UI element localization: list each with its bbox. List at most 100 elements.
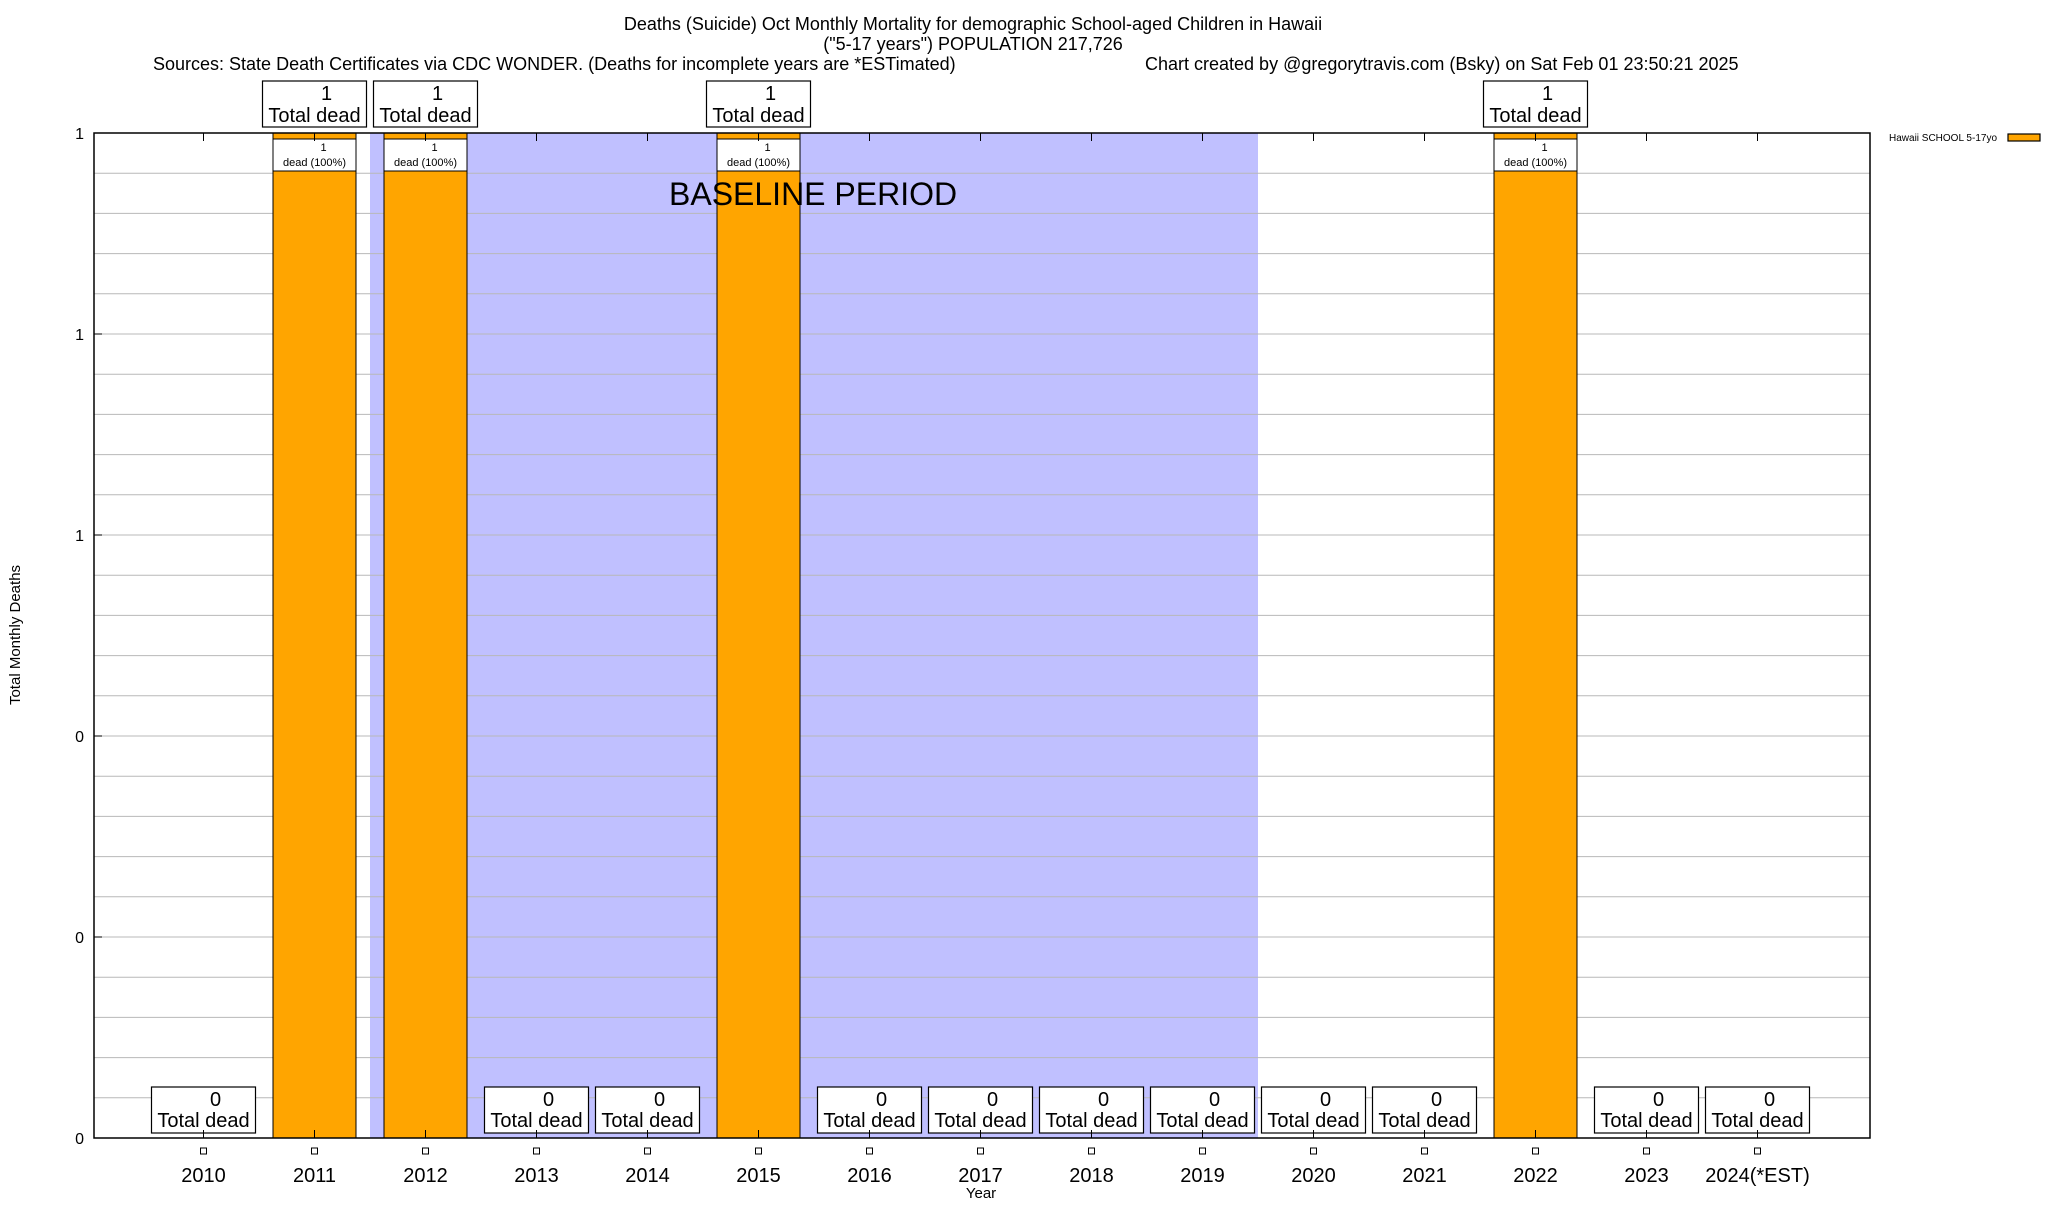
legend: Hawaii SCHOOL 5-17yo [1889,133,2041,144]
x-marker [977,1147,984,1155]
legend-label: Hawaii SCHOOL 5-17yo [1889,133,1997,144]
y-axis-label: Total Monthly Deaths [7,565,24,705]
total-label-text: Total dead [712,105,804,127]
x-tick-label: 2010 [181,1165,226,1187]
total-label-box [483,1086,590,1134]
x-marker [1310,1147,1317,1155]
x-marker [1532,1147,1539,1155]
bar-inner-label-text: dead (100%) [394,157,457,169]
total-label-text: Total dead [490,1110,582,1132]
total-label-text: Total dead [157,1110,249,1132]
bar-inner-label-value: 1 [1541,142,1547,154]
chart-subtitle: ("5-17 years") POPULATION 217,726 [823,34,1123,54]
total-label-value: 0 [1764,1089,1775,1111]
x-marker [1754,1147,1761,1155]
baseline-shading [370,133,1258,1138]
bar-inner-label-text: dead (100%) [283,157,346,169]
total-label-value: 0 [1209,1089,1220,1111]
bar-inner-label-text: dead (100%) [727,157,790,169]
total-label-value: 0 [654,1089,665,1111]
y-tick-label: 1 [75,327,84,344]
x-marker [422,1147,429,1155]
total-label-value: 0 [1653,1089,1664,1111]
x-marker [200,1147,207,1155]
x-tick-label: 2021 [1402,1165,1447,1187]
x-tick-label: 2023 [1624,1165,1669,1187]
total-label-text: Total dead [1378,1110,1470,1132]
total-label-value: 0 [1098,1089,1109,1111]
total-label-text: Total dead [379,105,471,127]
y-tick-label: 0 [75,1131,84,1148]
x-axis-label: Year [966,1185,996,1200]
x-tick-label: 2017 [958,1165,1003,1187]
baseline-annotation: BASELINE PERIOD [669,176,957,212]
x-marker [533,1147,540,1155]
x-marker [644,1147,651,1155]
total-label-text: Total dead [268,105,360,127]
x-tick-label: 2014 [625,1165,670,1187]
total-label-value: 1 [1542,83,1553,105]
total-label-text: Total dead [1156,1110,1248,1132]
chart-title: Deaths (Suicide) Oct Monthly Mortality f… [624,14,1322,34]
total-label-box [1482,80,1589,128]
total-label-text: Total dead [1711,1110,1803,1132]
total-label-text: Total dead [1489,105,1581,127]
y-tick-label: 0 [75,930,84,947]
bar-inner-label-value: 1 [320,142,326,154]
x-marker [866,1147,873,1155]
bar [383,132,468,1139]
bar-inner-label-value: 1 [764,142,770,154]
bar [1493,132,1578,1139]
bar [716,132,801,1139]
total-label-value: 0 [876,1089,887,1111]
total-label-box [1038,1086,1145,1134]
x-marker [311,1147,318,1155]
chart-sources: Sources: State Death Certificates via CD… [153,54,956,74]
x-marker [1421,1147,1428,1155]
x-tick-label: 2020 [1291,1165,1336,1187]
bar-inner-label-box [1493,138,1578,172]
total-label-box [372,80,479,128]
x-marker [1643,1147,1650,1155]
x-tick-label: 2018 [1069,1165,1114,1187]
x-tick-label: 2012 [403,1165,448,1187]
x-tick-label: 2011 [293,1165,336,1187]
total-label-box [1704,1086,1811,1134]
plot-frame [93,132,1871,1139]
total-label-value: 0 [543,1089,554,1111]
y-tick-label: 1 [75,126,84,143]
total-label-text: Total dead [934,1110,1026,1132]
y-tick-label: 0 [75,729,84,746]
total-label-text: Total dead [601,1110,693,1132]
bar-inner-label-text: dead (100%) [1504,157,1567,169]
x-tick-label: 2019 [1180,1165,1225,1187]
total-label-box [594,1086,701,1134]
total-label-value: 0 [987,1089,998,1111]
x-tick-label: 2013 [514,1165,559,1187]
total-label-box [150,1086,257,1134]
bar [272,132,357,1139]
x-marker [1088,1147,1095,1155]
x-marker [1199,1147,1206,1155]
bar-inner-label-box [383,138,468,172]
total-label-value: 1 [321,83,332,105]
bar-inner-label-value: 1 [431,142,437,154]
total-label-text: Total dead [1045,1110,1137,1132]
total-label-text: Total dead [1267,1110,1359,1132]
total-label-box [1371,1086,1478,1134]
total-label-box [261,80,368,128]
x-tick-label: 2015 [736,1165,781,1187]
total-label-box [816,1086,923,1134]
x-tick-label: 2024(*EST) [1705,1165,1810,1187]
total-label-value: 1 [432,83,443,105]
total-label-box [1260,1086,1367,1134]
total-label-text: Total dead [823,1110,915,1132]
total-label-value: 0 [210,1089,221,1111]
x-marker [755,1147,762,1155]
bar-inner-label-box [716,138,801,172]
total-label-value: 1 [765,83,776,105]
total-label-box [1149,1086,1256,1134]
total-label-value: 0 [1431,1089,1442,1111]
y-tick-label: 1 [75,528,84,545]
